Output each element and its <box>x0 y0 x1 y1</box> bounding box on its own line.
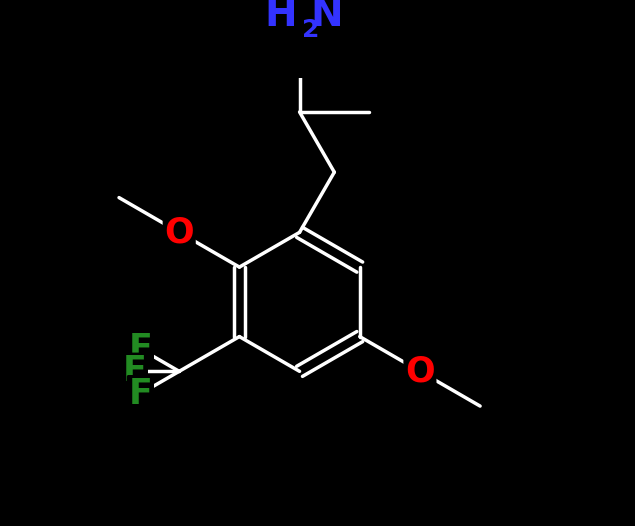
Text: 2: 2 <box>302 18 319 42</box>
Text: F: F <box>128 332 152 366</box>
Text: F: F <box>128 377 152 411</box>
Text: F: F <box>123 355 146 388</box>
Text: H: H <box>265 0 297 34</box>
Text: O: O <box>164 215 194 249</box>
Text: N: N <box>311 0 344 34</box>
Text: O: O <box>405 355 435 388</box>
